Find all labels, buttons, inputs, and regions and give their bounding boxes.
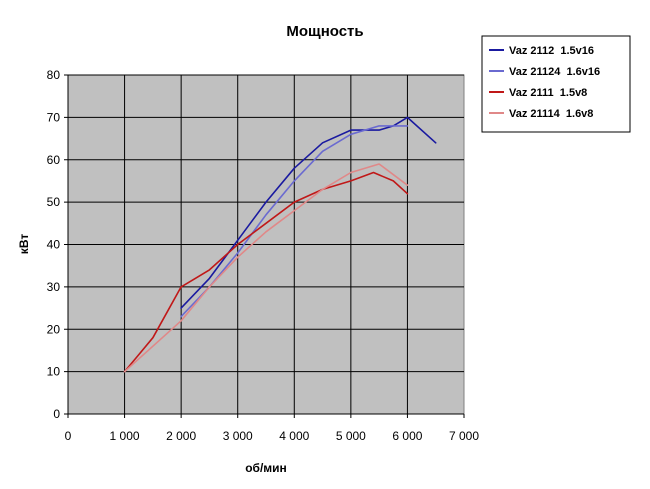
x-tick-label: 0: [65, 429, 72, 443]
series-line-4: [123, 163, 409, 373]
x-axis-ticks: 0 1 000 2 000 3 000 4 000 5 000 6 000 7 000: [65, 414, 479, 443]
legend-items: Vaz 2112 1.5v16 Vaz 21124 1.6v16 Vaz 2111 …: [489, 45, 600, 120]
y-tick-label: 30: [47, 280, 61, 294]
legend-label-1: Vaz 2112 1.5v16: [509, 45, 594, 57]
series-line-3: [123, 171, 409, 373]
y-tick-label: 40: [47, 238, 61, 252]
chart-title: Мощность: [286, 23, 363, 40]
x-axis-label: об/мин: [245, 461, 287, 475]
y-axis-ticks: 0 10 20 30 40 50 60 70 80: [47, 68, 68, 421]
x-tick-label: 5 000: [336, 429, 366, 443]
x-tick-label: 1 000: [110, 429, 140, 443]
y-tick-label: 80: [47, 68, 61, 82]
y-tick-label: 60: [47, 153, 61, 167]
y-tick-label: 10: [47, 365, 61, 379]
legend-label-2: Vaz 21124 1.6v16: [509, 66, 600, 78]
x-tick-label: 6 000: [392, 429, 422, 443]
x-tick-label: 2 000: [166, 429, 196, 443]
legend-box: [481, 35, 631, 133]
legend: Vaz 2112 1.5v16 Vaz 21124 1.6v16 Vaz 2111 …: [481, 35, 631, 133]
legend-label-3: Vaz 2111 1.5v8: [509, 87, 587, 99]
y-tick-label: 70: [47, 110, 61, 124]
series-lines: [123, 116, 437, 373]
x-tick-label: 7 000: [449, 429, 479, 443]
grid-lines: [67, 74, 464, 415]
y-tick-label: 0: [53, 407, 60, 421]
x-tick-label: 3 000: [223, 429, 253, 443]
y-tick-label: 50: [47, 195, 61, 209]
legend-label-4: Vaz 21114 1.6v8: [509, 108, 593, 120]
series-line-2: [180, 125, 409, 318]
y-axis-label: кВт: [17, 234, 31, 255]
y-tick-label: 20: [47, 322, 61, 336]
series-line-1: [180, 116, 437, 309]
x-tick-label: 4 000: [279, 429, 309, 443]
